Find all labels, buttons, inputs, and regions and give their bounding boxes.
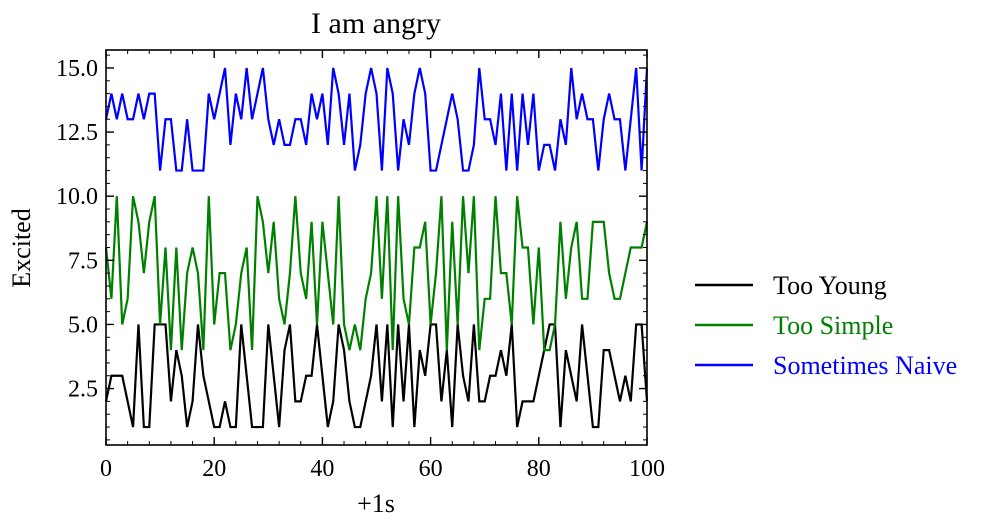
y-tick-label: 15.0: [56, 56, 98, 82]
series-line-1: [104, 323, 649, 429]
series-lines: [104, 67, 649, 429]
x-tick-label: 40: [310, 456, 334, 482]
legend-label-2: Too Simple: [773, 311, 893, 340]
legend-label-3: Sometimes Naive: [773, 351, 957, 380]
x-tick-label: 0: [100, 456, 112, 482]
x-tick-label: 60: [419, 456, 443, 482]
tick-labels: 0 20 40 60 80 100 2.5 5.0 7.5 10.0 12.5 15.0: [56, 56, 665, 482]
x-axis-label: +1s: [357, 489, 395, 518]
x-tick-label: 20: [202, 456, 226, 482]
y-tick-label: 10.0: [56, 184, 98, 210]
y-tick-label: 12.5: [56, 120, 98, 146]
chart-title: I am angry: [311, 7, 441, 40]
legend-label-1: Too Young: [773, 271, 887, 300]
plot-frame: [105, 49, 648, 446]
y-tick-label: 5.0: [68, 312, 98, 338]
y-axis-label: Excited: [7, 208, 36, 287]
y-tick-label: 7.5: [68, 248, 98, 274]
series-line-2: [104, 195, 649, 352]
series-line-3: [104, 67, 649, 172]
x-tick-label: 80: [527, 456, 551, 482]
legend: Too Young Too Simple Sometimes Naive: [695, 271, 957, 380]
y-tick-label: 2.5: [68, 377, 98, 403]
x-tick-label: 100: [629, 456, 665, 482]
